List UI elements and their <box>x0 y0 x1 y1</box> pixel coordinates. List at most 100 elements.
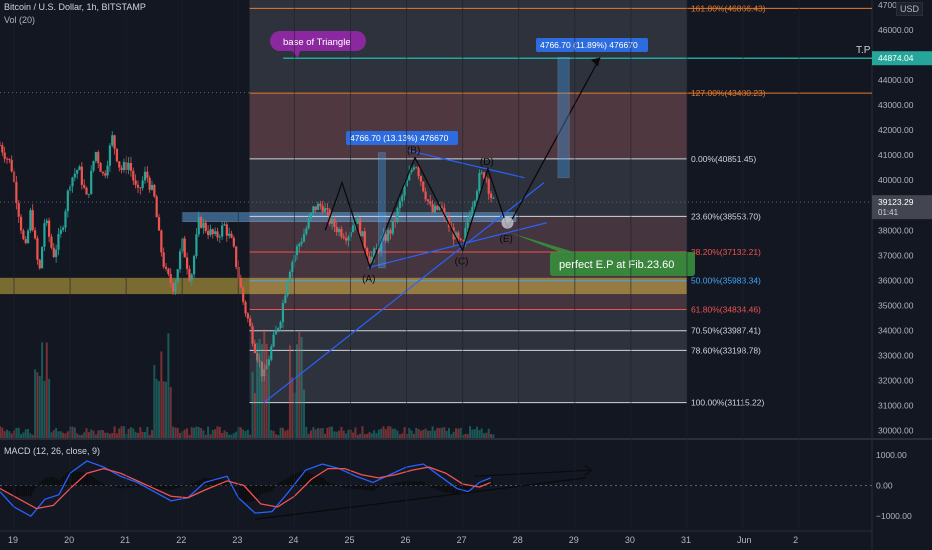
volume-bar <box>104 432 107 438</box>
macd-histogram-bar <box>65 473 67 486</box>
macd-histogram-bar <box>254 485 257 501</box>
macd-histogram-bar <box>287 477 289 486</box>
candle-body <box>19 216 23 231</box>
macd-histogram-bar <box>481 480 484 486</box>
volume-bar <box>214 429 217 438</box>
candle-body <box>139 187 142 189</box>
volume-bar <box>466 433 469 438</box>
macd-histogram-bar <box>74 471 77 486</box>
macd-histogram-bar <box>406 480 409 486</box>
volume-bar <box>473 429 476 438</box>
volume-bar <box>115 433 118 438</box>
volume-bar <box>419 430 422 438</box>
candle-body <box>225 224 228 236</box>
volume-bar <box>41 342 44 438</box>
volume-bar <box>150 430 153 438</box>
macd-histogram-bar <box>478 480 481 486</box>
macd-histogram-bar <box>72 470 74 486</box>
candle-body <box>401 195 404 202</box>
volume-bar <box>169 387 172 438</box>
candle-body <box>267 359 271 366</box>
macd-histogram-bar <box>439 485 441 491</box>
candle-body <box>223 224 226 226</box>
candle-body <box>221 225 224 237</box>
macd-histogram-bar <box>214 479 217 486</box>
macd-histogram-bar <box>345 485 348 489</box>
volume-bar <box>80 434 83 438</box>
volume-bar <box>160 351 163 438</box>
macd-histogram-bar <box>224 480 226 486</box>
candle-body <box>204 222 207 232</box>
volume-bar <box>417 429 420 438</box>
macd-histogram-bar <box>373 485 376 491</box>
macd-histogram-bar <box>191 483 194 486</box>
candle-body <box>375 248 378 250</box>
volume-bar <box>24 429 27 438</box>
candle-body <box>120 167 123 171</box>
candle-body <box>440 206 444 208</box>
volume-bar <box>120 426 123 438</box>
price-tick-label: 43000.00 <box>878 100 914 110</box>
candle-body <box>426 199 430 202</box>
volume-bar <box>55 427 58 438</box>
macd-histogram-bar <box>312 474 315 486</box>
macd-histogram-bar <box>364 485 367 490</box>
volume-bar <box>354 427 357 438</box>
volume-bar <box>457 428 460 438</box>
macd-line-macd <box>0 460 491 518</box>
candle-body <box>443 207 446 219</box>
candle-body <box>167 268 170 274</box>
volume-bar <box>64 433 67 438</box>
volume-bar <box>307 433 310 438</box>
candle-body <box>459 238 462 240</box>
macd-histogram-bar <box>450 485 453 494</box>
candle-body <box>185 257 189 269</box>
volume-bar <box>440 427 443 438</box>
volume-bar <box>317 428 320 438</box>
candle-body <box>307 218 310 229</box>
candle-body <box>295 246 299 256</box>
time-tick-label: 29 <box>569 535 579 545</box>
macd-histogram-bar <box>69 470 72 486</box>
volume-bar <box>387 426 390 438</box>
candle-body <box>277 327 280 331</box>
macd-histogram-bar <box>471 485 474 488</box>
volume-bar <box>286 429 289 438</box>
volume-bar <box>403 427 406 438</box>
macd-histogram-bar <box>369 485 371 491</box>
candle-body <box>99 162 102 172</box>
macd-histogram-bar <box>399 482 402 486</box>
macd-histogram-bar <box>114 485 116 488</box>
currency-badge[interactable]: USD <box>895 2 923 16</box>
volume-bar <box>239 427 242 438</box>
volume-bar <box>127 428 130 438</box>
candle-body <box>314 206 317 210</box>
candle-body <box>366 247 369 257</box>
candle-body <box>104 173 107 176</box>
candle-body <box>228 233 231 236</box>
macd-histogram-bar <box>146 485 149 488</box>
ascending-trendline <box>263 182 545 404</box>
candle-body <box>485 178 488 180</box>
macd-histogram-bar <box>453 485 456 494</box>
volume-bar <box>139 427 142 438</box>
macd-histogram-bar <box>167 485 170 490</box>
candle-body <box>113 135 116 149</box>
candle-body <box>83 184 86 188</box>
candle-body <box>253 343 256 354</box>
volume-bar <box>265 343 268 438</box>
volume-bar <box>209 434 212 438</box>
candle-body <box>157 217 161 231</box>
candle-body <box>143 171 147 181</box>
candle-body <box>169 273 172 284</box>
candle-body <box>274 330 278 335</box>
volume-bar <box>197 426 200 438</box>
candle-body <box>106 165 109 176</box>
volume-bar <box>412 433 415 438</box>
volume-bar <box>207 426 210 438</box>
macd-histogram-bar <box>350 485 353 489</box>
macd-histogram-bar <box>446 485 449 493</box>
macd-histogram-bar <box>116 485 119 488</box>
candle-body <box>333 218 336 227</box>
